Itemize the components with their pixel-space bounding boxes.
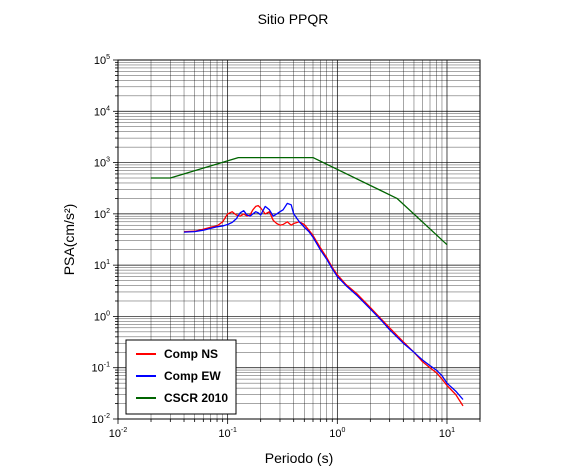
series-line-cscr-2010 <box>151 156 448 246</box>
series-line-comp-ns <box>183 204 464 407</box>
y-tick-labels: 10-2 10-1 100 101 102 103 104 105 <box>92 54 111 426</box>
plot-frame <box>117 59 481 420</box>
x-tick-label: 10-1 <box>218 427 237 440</box>
y-tick-label: 104 <box>94 105 110 118</box>
legend-label: Comp EW <box>164 369 221 383</box>
axis-ticks <box>113 59 481 424</box>
grid <box>117 59 481 420</box>
x-axis-title: Periodo (s) <box>265 450 333 466</box>
chart-title: Sitio PPQR <box>258 11 329 27</box>
y-tick-label: 10-2 <box>92 413 111 426</box>
y-tick-label: 100 <box>94 310 110 323</box>
legend-label: CSCR 2010 <box>164 391 228 405</box>
x-tick-label: 101 <box>439 427 455 440</box>
x-tick-label: 100 <box>329 427 345 440</box>
y-tick-label: 103 <box>94 157 110 170</box>
legend: Comp NS Comp EW CSCR 2010 <box>125 339 237 415</box>
y-tick-label: 10-1 <box>92 362 111 375</box>
y-axis-title: PSA(cm/s²) <box>61 204 77 276</box>
x-tick-labels: 10-2 10-1 100 101 <box>109 427 455 440</box>
series-line-comp-ew <box>183 202 464 400</box>
x-tick-label: 10-2 <box>109 427 128 440</box>
y-tick-label: 102 <box>94 208 110 221</box>
y-tick-label: 101 <box>94 259 110 272</box>
legend-label: Comp NS <box>164 347 218 361</box>
y-tick-label: 105 <box>94 54 110 67</box>
series-layer <box>151 156 464 407</box>
